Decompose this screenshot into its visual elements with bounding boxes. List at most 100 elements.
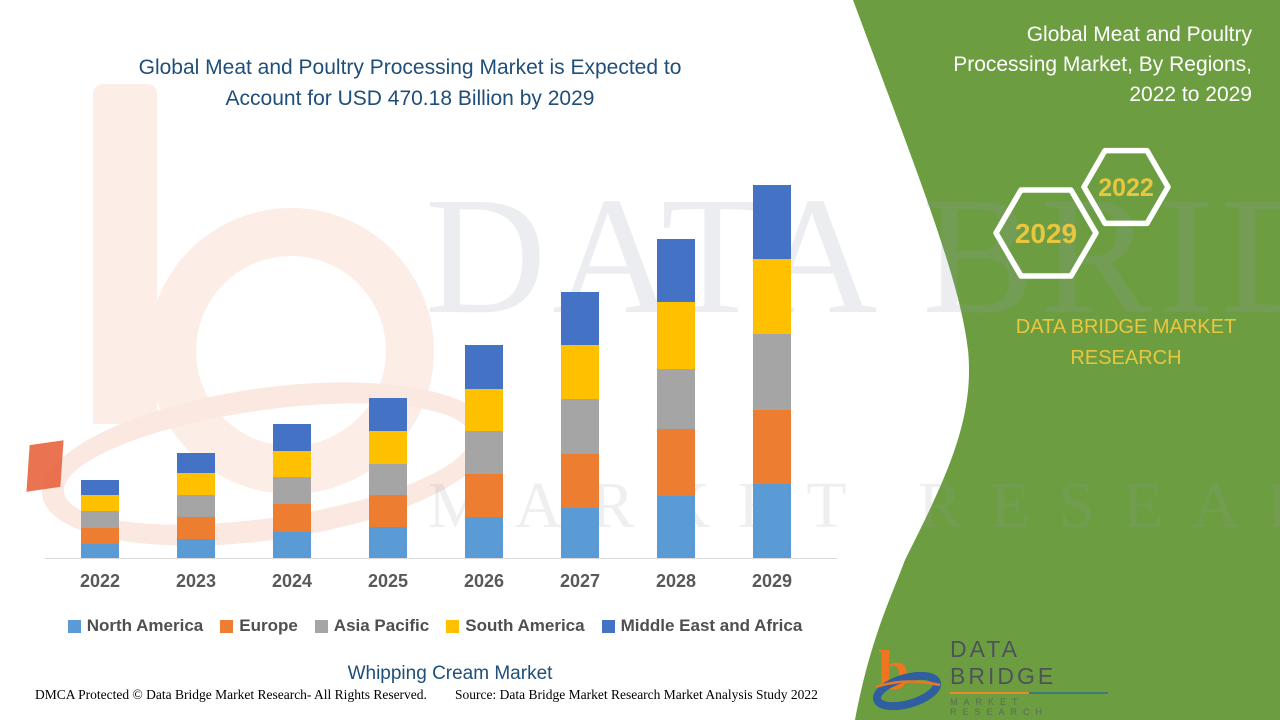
- x-axis-label-2029: 2029: [751, 571, 793, 591]
- brand-name: DATA BRIDGE MARKET RESEARCH: [988, 312, 1264, 374]
- footnote-market-label: Whipping Cream Market: [347, 663, 553, 684]
- bar-segment-2022-south-america: [81, 494, 119, 511]
- bar-segment-2024-asia-pacific: [273, 477, 311, 505]
- legend-item-middle-east-and-africa: Middle East and Africa: [601, 616, 803, 636]
- page-title-line2: Account for USD 470.18 Billion by 2029: [225, 87, 595, 110]
- bar-segment-2025-middle-east-and-africa: [369, 398, 407, 432]
- bar-segment-2024-middle-east-and-africa: [273, 424, 311, 452]
- logo-underline: [950, 691, 1108, 694]
- bar-2023: [177, 453, 215, 559]
- x-axis-label-2023: 2023: [175, 571, 217, 591]
- bar-segment-2027-north-america: [561, 508, 599, 559]
- hexagon-2022: [1081, 147, 1171, 227]
- bar-segment-2025-asia-pacific: [369, 464, 407, 496]
- legend-swatch: [67, 619, 81, 633]
- bar-segment-2025-north-america: [369, 527, 407, 559]
- bar-segment-2024-south-america: [273, 451, 311, 478]
- hexagon-year-2029-label: 2029: [1015, 218, 1077, 249]
- legend-label: Asia Pacific: [333, 616, 430, 635]
- bar-segment-2026-south-america: [465, 388, 503, 431]
- bar-2029: [753, 185, 791, 559]
- legend-item-asia-pacific: Asia Pacific: [314, 616, 430, 636]
- bar-2022: [81, 479, 119, 559]
- bar-segment-2024-north-america: [273, 532, 311, 559]
- brand-name-line2: RESEARCH: [1070, 347, 1182, 369]
- watermark-logo-stem: [93, 84, 157, 424]
- bar-segment-2028-asia-pacific: [657, 369, 695, 430]
- bar-segment-2023-asia-pacific: [177, 494, 215, 518]
- bar-segment-2023-europe: [177, 517, 215, 540]
- databridge-logo-mark: b: [868, 639, 946, 713]
- bar-segment-2028-south-america: [657, 302, 695, 370]
- bar-segment-2029-middle-east-and-africa: [753, 185, 791, 260]
- bar-segment-2022-asia-pacific: [81, 510, 119, 528]
- bar-segment-2029-asia-pacific: [753, 334, 791, 411]
- logo-tagline: MARKET RESEARCH: [950, 696, 1049, 717]
- bar-2024: [273, 424, 311, 559]
- legend-swatch: [601, 619, 615, 633]
- legend-item-north-america: North America: [67, 616, 204, 636]
- x-axis-label-2024: 2024: [271, 571, 313, 591]
- year-hexagons: 2029 2022: [993, 147, 1171, 279]
- bar-segment-2022-middle-east-and-africa: [81, 479, 119, 495]
- side-panel-title-line2: Processing Market, By Regions,: [953, 53, 1252, 76]
- bar-segment-2028-europe: [657, 429, 695, 497]
- legend-label: Europe: [239, 616, 298, 635]
- bar-segment-2023-south-america: [177, 472, 215, 495]
- bar-segment-2027-middle-east-and-africa: [561, 292, 599, 346]
- legend-label: South America: [465, 616, 585, 635]
- dmca-notice: DMCA Protected © Data Bridge Market Rese…: [35, 687, 427, 702]
- bar-segment-2022-north-america: [81, 543, 119, 559]
- page-title-line1: Global Meat and Poultry Processing Marke…: [138, 56, 682, 79]
- bar-segment-2027-asia-pacific: [561, 399, 599, 455]
- logo-wordmark-block: DATA BRIDGE MARKET RESEARCH: [950, 636, 1128, 717]
- bar-segment-2023-north-america: [177, 539, 215, 559]
- chart-plot-area: [52, 184, 820, 559]
- bar-segment-2024-europe: [273, 504, 311, 533]
- legend-label: Middle East and Africa: [620, 616, 803, 635]
- bar-2025: [369, 398, 407, 559]
- x-axis-label-2022: 2022: [79, 571, 121, 591]
- x-axis-labels: 2022 2023 2024 2025 2026 2027 2028 2029: [52, 571, 820, 595]
- bar-segment-2027-south-america: [561, 345, 599, 400]
- hexagon-2029: [993, 187, 1099, 279]
- x-axis-label-2025: 2025: [367, 571, 409, 591]
- bar-segment-2026-north-america: [465, 517, 503, 559]
- bar-segment-2026-asia-pacific: [465, 430, 503, 474]
- bar-segment-2023-middle-east-and-africa: [177, 453, 215, 473]
- x-axis-label-2027: 2027: [559, 571, 601, 591]
- bar-segment-2029-south-america: [753, 259, 791, 335]
- bar-2027: [561, 292, 599, 559]
- hexagon-year-2022-label: 2022: [1098, 174, 1154, 202]
- bar-segment-2025-europe: [369, 495, 407, 528]
- logo-wordmark: DATA BRIDGE: [950, 635, 1057, 689]
- bar-2026: [465, 344, 503, 559]
- legend-swatch: [220, 619, 234, 633]
- bar-segment-2029-north-america: [753, 484, 791, 559]
- legend-label: North America: [86, 616, 204, 635]
- bar-segment-2027-europe: [561, 454, 599, 509]
- bar-segment-2026-middle-east-and-africa: [465, 344, 503, 389]
- bar-2028: [657, 239, 695, 559]
- legend-swatch: [314, 619, 328, 633]
- x-axis-label-2028: 2028: [655, 571, 697, 591]
- bar-segment-2029-europe: [753, 410, 791, 484]
- bar-segment-2022-europe: [81, 527, 119, 544]
- legend-item-europe: Europe: [220, 616, 298, 636]
- bar-segment-2028-middle-east-and-africa: [657, 239, 695, 303]
- side-panel-title: Global Meat and Poultry Processing Marke…: [882, 20, 1252, 110]
- logo-b-icon: b: [872, 640, 942, 711]
- page-title: Global Meat and Poultry Processing Marke…: [60, 52, 760, 114]
- legend-swatch: [446, 619, 460, 633]
- legend-item-south-america: South America: [446, 616, 585, 636]
- side-panel-title-line3: 2022 to 2029: [1129, 83, 1252, 106]
- x-axis-label-2026: 2026: [463, 571, 505, 591]
- side-panel-title-line1: Global Meat and Poultry: [1026, 23, 1252, 46]
- chart-legend: North America Europe Asia Pacific South Ame…: [40, 616, 830, 636]
- bar-segment-2028-north-america: [657, 496, 695, 559]
- brand-name-line1: DATA BRIDGE MARKET: [1015, 316, 1237, 338]
- source-note: Source: Data Bridge Market Research Mark…: [455, 687, 818, 702]
- databridge-logo: b DATA BRIDGE MARKET RESEARCH: [868, 636, 1128, 717]
